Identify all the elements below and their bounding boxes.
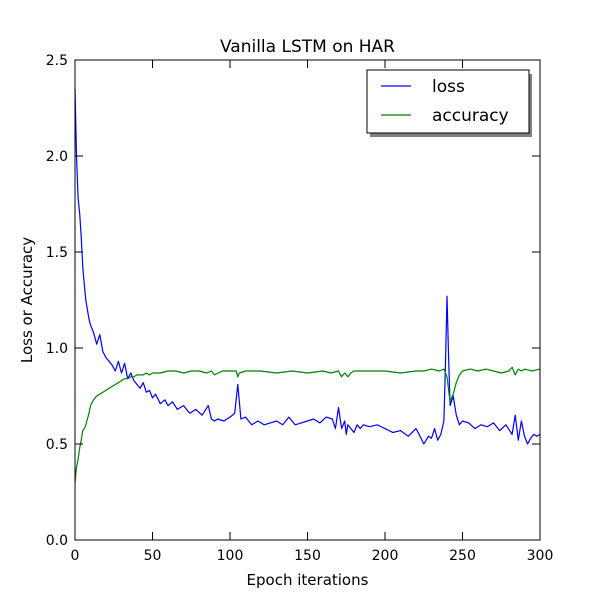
y-tick-label: 2.5 xyxy=(46,53,68,69)
legend-accuracy-label: accuracy xyxy=(432,106,509,126)
tick-layer: 0 50 100 150 200 250 300 0.0 0.5 1.0 1.5 2.0 2.5 xyxy=(46,53,554,564)
x-tick-label: 200 xyxy=(372,548,399,564)
series-line-accuracy xyxy=(74,366,541,483)
series-layer xyxy=(74,88,541,483)
x-tick-label: 300 xyxy=(527,548,554,564)
x-tick-label: 100 xyxy=(217,548,244,564)
x-tick-label: 50 xyxy=(144,548,162,564)
x-tick-label: 150 xyxy=(294,548,321,564)
y-tick-label: 0.0 xyxy=(46,533,68,549)
x-axis-label: Epoch iterations xyxy=(247,571,369,589)
y-tick-label: 2.0 xyxy=(46,149,68,165)
x-tick-label: 0 xyxy=(71,548,80,564)
plot-area xyxy=(75,60,540,540)
legend-loss-label: loss xyxy=(432,77,465,97)
y-tick-label: 1.0 xyxy=(46,341,68,357)
y-tick-label: 0.5 xyxy=(46,437,68,453)
series-line-loss xyxy=(74,88,541,445)
legend: loss accuracy xyxy=(366,69,532,137)
chart-title: Vanilla LSTM on HAR xyxy=(220,37,395,57)
y-axis-label: Loss or Accuracy xyxy=(18,237,36,363)
y-tick-label: 1.5 xyxy=(46,245,68,261)
legend-box xyxy=(366,69,530,134)
x-tick-label: 250 xyxy=(449,548,476,564)
